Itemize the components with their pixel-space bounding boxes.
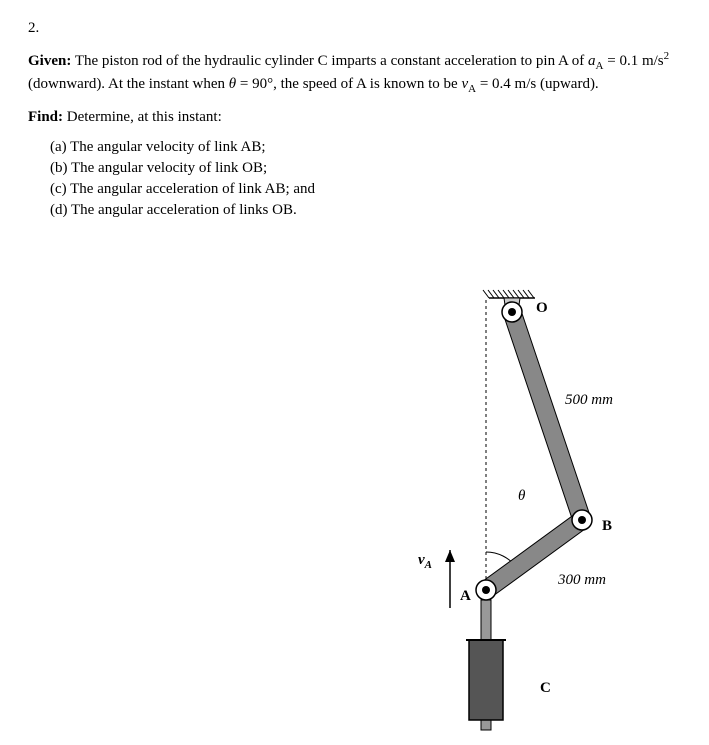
find-item-d: (d) The angular acceleration of links OB…: [50, 200, 681, 221]
label-vA: vA: [418, 552, 432, 571]
figure-svg: [0, 270, 709, 740]
given-aA-a: a: [588, 53, 596, 69]
label-vA-v: v: [418, 552, 425, 568]
mechanism-figure: O B A C θ 500 mm 300 mm vA: [0, 270, 709, 740]
given-aA-sup: 2: [664, 50, 670, 62]
given-text-1: The piston rod of the hydraulic cylinder…: [71, 53, 588, 69]
find-label: Find:: [28, 109, 63, 125]
find-item-a: (a) The angular velocity of link AB;: [50, 137, 681, 158]
given-vA-sub: A: [468, 83, 476, 95]
label-500mm: 500 mm: [565, 392, 613, 409]
label-C: C: [540, 680, 551, 697]
find-list: (a) The angular velocity of link AB; (b)…: [28, 137, 681, 221]
given-label: Given:: [28, 53, 71, 69]
given-vA-rest: = 0.4 m/s (upward).: [476, 76, 599, 92]
given-aA-rest: = 0.1 m/s: [603, 53, 663, 69]
given-text-2: (downward). At the instant when: [28, 76, 229, 92]
label-A: A: [460, 588, 471, 605]
given-paragraph: Given: The piston rod of the hydraulic c…: [28, 49, 681, 97]
find-intro: Determine, at this instant:: [63, 109, 222, 125]
label-theta: θ: [518, 488, 525, 505]
label-O: O: [536, 300, 548, 317]
given-theta-rest: = 90°, the speed of A is known to be: [236, 76, 461, 92]
label-vA-sub: A: [425, 559, 432, 571]
find-item-b: (b) The angular velocity of link OB;: [50, 158, 681, 179]
label-B: B: [602, 518, 612, 535]
find-item-c: (c) The angular acceleration of link AB;…: [50, 179, 681, 200]
find-paragraph: Find: Determine, at this instant:: [28, 107, 681, 127]
problem-number: 2.: [28, 20, 681, 37]
label-300mm: 300 mm: [558, 572, 606, 589]
